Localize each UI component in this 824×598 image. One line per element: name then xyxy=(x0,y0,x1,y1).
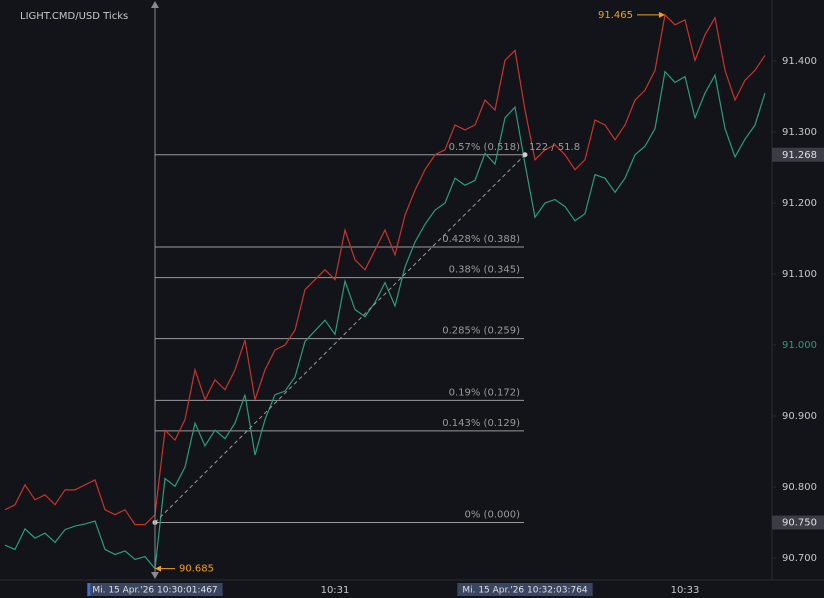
price-box-label: 91.268 xyxy=(782,150,817,161)
y-tick-label: 90.900 xyxy=(782,411,817,422)
measure-label: 122 / 51.8 xyxy=(529,142,580,153)
measure-line xyxy=(154,154,526,523)
annotation-label: 91.465 xyxy=(598,10,633,21)
series-line xyxy=(4,70,766,571)
level-label: 0% (0.000) xyxy=(465,509,521,520)
crosshair-arrow xyxy=(151,572,159,579)
annotation-head xyxy=(659,11,665,18)
chart-title: LIGHT.CMD/USD Ticks xyxy=(20,11,128,22)
x-tick-label: 10:33 xyxy=(671,585,700,596)
level-label: 0.143% (0.129) xyxy=(442,418,520,429)
level-label: 0.19% (0.172) xyxy=(449,387,520,398)
annotation-head xyxy=(155,565,161,572)
y-tick-label: 90.800 xyxy=(782,482,817,493)
x-highlight-box xyxy=(457,583,593,596)
x-tick-label: Mi. 15 Apr.'26 10:30:01:467 xyxy=(92,586,217,596)
price-box xyxy=(772,515,824,530)
y-tick-label: 90.700 xyxy=(782,553,817,564)
price-box xyxy=(772,147,824,162)
series-line xyxy=(4,13,766,526)
x-highlight: Mi. 15 Apr.'26 10:30:01:467 xyxy=(87,583,223,596)
y-tick-label: 91.000 xyxy=(782,340,817,351)
level-label: 0.38% (0.345) xyxy=(449,265,520,276)
y-tick-label: 91.200 xyxy=(782,198,817,209)
annotation-label: 90.685 xyxy=(179,564,214,575)
crosshair-arrow xyxy=(151,1,159,8)
level-label: 0.57% (0.518) xyxy=(449,142,520,153)
y-tick-label: 91.100 xyxy=(782,269,817,280)
y-tick-label: 91.300 xyxy=(782,127,817,138)
x-tick-label: Mi. 15 Apr.'26 10:32:03:764 xyxy=(462,586,588,596)
x-highlight: Mi. 15 Apr.'26 10:32:03:764 xyxy=(457,583,593,596)
x-highlight-box xyxy=(87,583,223,596)
measure-point xyxy=(522,152,528,158)
price-box-label: 90.750 xyxy=(782,517,817,528)
y-tick-label: 91.400 xyxy=(782,56,817,67)
x-highlight-edge xyxy=(87,583,91,596)
x-tick-label: 10:31 xyxy=(321,585,350,596)
level-label: 0.285% (0.259) xyxy=(442,326,520,337)
level-label: 0.428% (0.388) xyxy=(442,234,520,245)
